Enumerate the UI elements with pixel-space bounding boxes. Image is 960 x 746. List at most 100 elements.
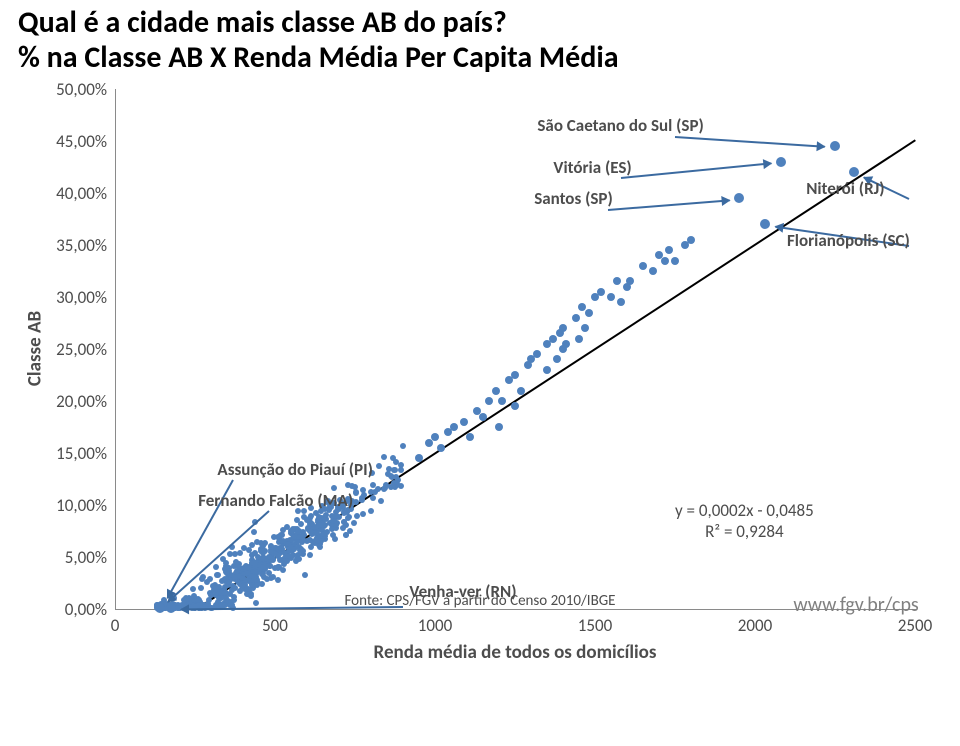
data-point <box>198 585 204 591</box>
data-point <box>297 547 303 553</box>
data-point <box>492 387 500 395</box>
data-point <box>617 298 625 306</box>
data-point <box>251 574 257 580</box>
data-point <box>395 477 401 483</box>
data-point <box>572 314 580 322</box>
data-point <box>517 387 525 395</box>
data-point <box>607 293 615 301</box>
data-point <box>251 529 257 535</box>
rsquared-line: R² = 0,9284 <box>675 521 814 542</box>
data-point <box>392 467 398 473</box>
point-label: Santos (SP) <box>534 188 613 209</box>
data-point <box>343 522 349 528</box>
data-point <box>224 569 230 575</box>
data-point <box>214 572 220 578</box>
data-point <box>511 371 519 379</box>
data-point <box>331 518 337 524</box>
x-tick: 1000 <box>405 615 465 636</box>
y-tick: 45,00% <box>27 131 107 152</box>
equation-line: y = 0,0002x - 0,0485 <box>675 500 814 521</box>
x-tick: 500 <box>245 615 305 636</box>
data-point <box>392 484 398 490</box>
data-point <box>581 324 589 332</box>
point-label: Assunção do Piauí (PI) <box>217 459 373 480</box>
data-point <box>219 578 225 584</box>
data-point <box>288 528 294 534</box>
data-point <box>734 193 744 203</box>
data-point <box>359 497 365 503</box>
data-point <box>210 583 216 589</box>
data-point <box>378 498 384 504</box>
data-point <box>313 510 319 516</box>
page-subtitle: % na Classe AB X Renda Média Per Capita … <box>0 41 960 80</box>
data-point <box>232 551 238 557</box>
data-point <box>450 423 458 431</box>
data-point <box>585 309 593 317</box>
data-point <box>360 511 366 517</box>
data-point <box>649 267 657 275</box>
data-point <box>315 538 321 544</box>
data-point <box>381 454 387 460</box>
data-point <box>323 512 329 518</box>
data-point <box>302 572 308 578</box>
data-point <box>260 543 266 549</box>
data-point <box>368 508 374 514</box>
data-point <box>268 549 274 555</box>
data-point <box>661 257 669 265</box>
data-point <box>575 335 583 343</box>
data-point <box>543 366 551 374</box>
data-point <box>485 397 493 405</box>
data-point <box>400 443 406 449</box>
data-point <box>376 463 382 469</box>
point-label: São Caetano do Sul (SP) <box>537 115 703 136</box>
data-point <box>559 345 567 353</box>
data-point <box>298 534 304 540</box>
x-tick: 2000 <box>725 615 785 636</box>
y-tick: 50,00% <box>27 79 107 100</box>
data-point <box>237 550 243 556</box>
data-point <box>223 560 229 566</box>
data-point <box>437 444 445 452</box>
data-point <box>213 564 219 570</box>
point-label: Niterói (RJ) <box>806 178 884 199</box>
data-point <box>639 262 647 270</box>
data-point <box>398 462 404 468</box>
data-point <box>495 423 503 431</box>
data-point <box>415 454 423 462</box>
data-point <box>318 522 324 528</box>
data-point <box>351 520 357 526</box>
x-axis-label: Renda média de todos os domicílios <box>115 641 915 664</box>
data-point <box>311 530 317 536</box>
x-tick: 2500 <box>885 615 945 636</box>
y-tick: 15,00% <box>27 443 107 464</box>
data-point <box>264 563 270 569</box>
data-point <box>291 546 297 552</box>
data-point <box>295 529 301 535</box>
y-tick: 10,00% <box>27 495 107 516</box>
point-label: Fernando Falcão (MA) <box>198 490 353 511</box>
data-point <box>264 576 270 582</box>
point-label: Vitória (ES) <box>553 157 631 178</box>
data-point <box>280 538 286 544</box>
data-point <box>511 402 519 410</box>
data-point <box>294 539 300 545</box>
data-point <box>307 552 313 558</box>
data-point <box>259 581 265 587</box>
data-point <box>280 527 286 533</box>
point-label: Florianópolis (SC) <box>787 230 910 251</box>
data-point <box>671 257 679 265</box>
data-point <box>216 584 222 590</box>
data-point <box>294 517 300 523</box>
data-point <box>320 531 326 537</box>
data-point <box>398 483 404 489</box>
data-point <box>345 482 351 488</box>
data-point <box>275 577 281 583</box>
y-tick: 20,00% <box>27 391 107 412</box>
data-point <box>776 157 786 167</box>
data-point <box>330 532 336 538</box>
data-point <box>199 576 205 582</box>
data-point <box>559 324 567 332</box>
data-point <box>760 219 770 229</box>
data-point <box>285 553 291 559</box>
data-point <box>308 544 314 550</box>
